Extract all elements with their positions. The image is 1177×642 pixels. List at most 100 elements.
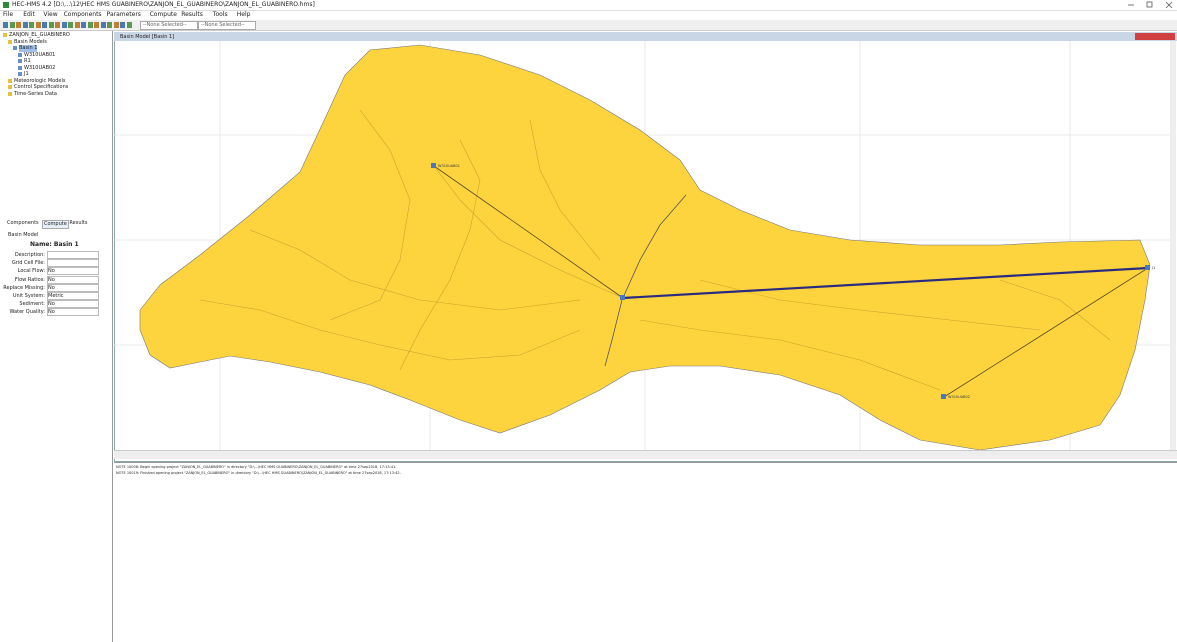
toolbar-button[interactable] (68, 22, 73, 28)
basin-name: Name: Basin 1 (30, 241, 79, 248)
tree-item[interactable]: Meteorologic Models (14, 77, 66, 84)
toolbar-button[interactable] (126, 22, 132, 28)
menu-item[interactable]: Compute (149, 11, 177, 18)
property-label: Unit System: (12, 293, 45, 299)
menu-item[interactable]: Results (181, 11, 203, 18)
element-label: W310UAB01 (438, 164, 460, 168)
property-label: Flow Ratios: (14, 276, 45, 283)
toolbar-button[interactable] (9, 22, 15, 28)
tab[interactable]: Results (69, 220, 88, 226)
tree-item[interactable]: W310UAB01 (24, 51, 56, 58)
tree-item[interactable]: Time-Series Data (14, 90, 57, 97)
tab[interactable]: Components (7, 220, 39, 226)
toolbar-button[interactable] (29, 22, 34, 28)
property-label: Description: (14, 252, 45, 258)
property-value[interactable]: No (47, 300, 99, 309)
tree-icon (3, 33, 7, 37)
stream (329, 109, 411, 321)
element-label: J1 (1151, 266, 1155, 270)
toolbar-button[interactable] (94, 22, 99, 28)
property-value[interactable]: Metric (47, 292, 99, 300)
menu-item[interactable]: View (43, 11, 58, 18)
tree-icon (8, 39, 12, 44)
window-controls[interactable] (1120, 0, 1177, 10)
property-value[interactable]: No (47, 308, 99, 317)
window-title: HEC-HMS 4.2 [D:\...\12\HEC HMS GUABINERO… (12, 1, 315, 8)
property-label: Local Flow: (17, 268, 45, 275)
toolbar-button[interactable] (35, 22, 41, 28)
vertical-scrollbar[interactable] (1170, 41, 1176, 450)
stream (199, 299, 581, 361)
property-label: Grid Cell File: (11, 260, 45, 267)
tree-item[interactable]: Control Specifications (14, 84, 69, 90)
toolbar-button[interactable] (81, 22, 86, 28)
log-line: NOTE 10019: Finished opening project "ZA… (116, 471, 401, 475)
tree-item[interactable]: J1 (24, 71, 29, 77)
panel-header: Basin Model (8, 232, 39, 238)
reach (622, 266, 1149, 300)
toolbar-button[interactable] (87, 22, 93, 28)
tree-icon (18, 59, 22, 63)
toolbar-button[interactable] (61, 22, 67, 28)
stream (249, 229, 581, 311)
stream (399, 139, 481, 371)
menu-item[interactable]: Edit (23, 11, 35, 18)
tree-item[interactable]: Basin Models (14, 38, 47, 45)
tree-icon (18, 52, 22, 57)
menu-item[interactable]: File (3, 11, 14, 18)
menu-item[interactable]: Parameters (106, 11, 141, 18)
property-label: Water Quality: (9, 309, 45, 316)
basin-element-icon (431, 163, 436, 168)
toolbar-button[interactable] (42, 22, 47, 28)
basin-element-icon (941, 394, 946, 399)
tree-item[interactable]: R1 (24, 58, 31, 64)
menu-item[interactable]: Components (63, 11, 102, 18)
toolbar-button[interactable] (74, 22, 80, 28)
property-value[interactable]: No (47, 283, 99, 292)
tree-icon (18, 72, 22, 76)
toolbar (0, 20, 1177, 31)
tree-icon (13, 46, 17, 50)
selector[interactable]: --None Selected-- (198, 21, 256, 30)
menu-item[interactable]: Tools (212, 11, 228, 18)
stream (433, 165, 624, 299)
subbasin-divide (604, 194, 687, 367)
tree-icon (8, 91, 12, 96)
horizontal-scrollbar[interactable] (114, 450, 1177, 459)
property-label: Sediment: (19, 301, 45, 308)
property-value[interactable]: No (47, 267, 99, 276)
tree-item[interactable]: W310UAB02 (24, 64, 56, 71)
toolbar-button[interactable] (48, 22, 54, 28)
toolbar-button[interactable] (55, 22, 60, 28)
reach-link (943, 267, 1149, 398)
property-label: Replace Missing: (3, 284, 45, 291)
selector[interactable]: --None Selected-- (140, 21, 198, 30)
tree-item[interactable]: ZANJON_EL_GUABINERO (9, 32, 70, 38)
toolbar-button[interactable] (3, 22, 8, 28)
property-value[interactable] (47, 259, 99, 268)
tab[interactable]: Compute (42, 220, 69, 229)
map-window-controls[interactable] (1135, 33, 1175, 40)
junction-node (620, 295, 625, 300)
toolbar-button[interactable] (113, 22, 119, 28)
stream (529, 119, 601, 261)
subbasin-area (139, 44, 1151, 450)
toolbar-button[interactable] (16, 22, 21, 28)
log-line: NOTE 10008: Begin opening project "ZANJO… (116, 465, 397, 469)
toolbar-button[interactable] (22, 22, 28, 28)
property-value[interactable]: No (47, 275, 99, 284)
stream (639, 319, 941, 391)
toolbar-button[interactable] (100, 22, 106, 28)
title-bar (0, 0, 1177, 11)
property-value[interactable] (47, 251, 99, 259)
map-title-bar (114, 32, 1177, 41)
tree-item[interactable]: Basin 1 (19, 45, 38, 52)
menu-item[interactable]: Help (236, 11, 251, 18)
message-log (114, 462, 1177, 642)
toolbar-button[interactable] (120, 22, 125, 28)
toolbar-button[interactable] (107, 22, 112, 28)
stream (999, 279, 1111, 341)
basin-map: W310UAB01 W310UAB02 J1 (114, 41, 1170, 450)
reach-link (433, 165, 624, 299)
